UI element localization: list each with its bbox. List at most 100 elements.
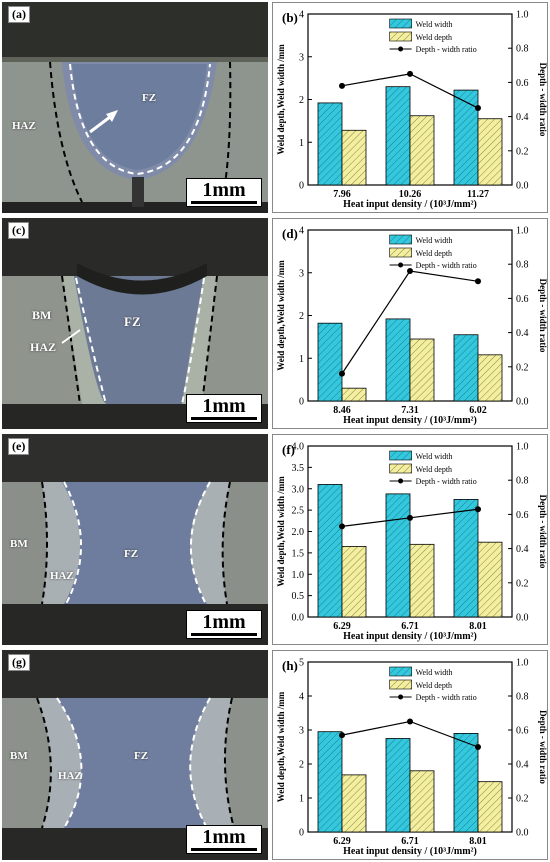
y-tick-label: 4: [299, 10, 304, 21]
region-label-haz: HAZ: [30, 340, 57, 354]
y-tick-label: 3: [299, 726, 304, 737]
ratio-point: [339, 732, 345, 739]
y-tick-label: 1.0: [292, 570, 305, 581]
region-label-fz: FZ: [142, 92, 157, 104]
y-axis-label: Weld depth,Weld width /mm: [276, 691, 286, 802]
bar-weld-depth: [477, 541, 503, 618]
y2-tick-label: 0.2: [516, 794, 529, 805]
y2-tick-label: 0.4: [516, 328, 529, 339]
bar-weld-width: [453, 733, 479, 833]
bar-weld-depth: [341, 546, 367, 618]
y-tick-label: 0.0: [292, 613, 305, 624]
bar-weld-depth: [477, 118, 503, 186]
legend-label-depth: Weld depth: [416, 249, 452, 258]
x-axis-label: Heat input density / (10³J/mm²): [343, 631, 477, 642]
panel-label: (e): [8, 438, 30, 455]
y-tick-label: 3.5: [292, 463, 305, 474]
bar-weld-depth: [409, 770, 435, 833]
legend-label-width: Weld width: [416, 20, 453, 29]
region-label-fz: FZ: [134, 750, 149, 762]
legend-label-width: Weld width: [416, 668, 453, 677]
micrograph-c: (c) BM HAZ FZ 1mm: [2, 218, 268, 429]
x-tick-label: 11.27: [467, 189, 489, 200]
figure-row-3: (e) BM HAZ FZ 1mm 0.0 0.5 1.0 1.5 2.0 2.5 3.0 3…: [0, 432, 550, 647]
legend-marker-ratio: [398, 262, 404, 268]
legend-swatch-depth: [389, 247, 412, 258]
y2-axis-label: Depth - width ratio: [538, 710, 548, 784]
y-axis-label: Weld depth,Weld width /mm: [276, 476, 286, 587]
micrograph-a: (a) HAZ FZ 1mm: [2, 2, 268, 213]
y2-tick-label: 0.6: [516, 294, 529, 305]
x-tick-label: 6.71: [401, 836, 419, 847]
chart-h: 0 1 2 3 4 5 0.0 0.2 0.4 0.6 0.8 1.0 6.29 6.71 8.01 Weld…: [272, 650, 548, 860]
x-axis-label: Heat input density / (10³J/mm²): [343, 415, 477, 426]
y2-axis-label: Depth - width ratio: [538, 495, 548, 569]
x-tick-label: 8.01: [469, 621, 487, 632]
y-tick-label: 2: [299, 760, 304, 771]
legend-label-ratio: Depth - width ratio: [416, 261, 477, 270]
y2-tick-label: 1.0: [516, 442, 529, 453]
y2-tick-label: 0.2: [516, 578, 529, 589]
scale-bar: 1mm: [186, 610, 262, 639]
y2-tick-label: 0.8: [516, 260, 529, 271]
ratio-point: [407, 268, 413, 275]
x-tick-label: 6.29: [333, 621, 351, 632]
bar-weld-width: [317, 484, 343, 618]
y2-tick-label: 0.8: [516, 692, 529, 703]
region-label-haz: HAZ: [12, 120, 36, 132]
ratio-point: [475, 105, 481, 112]
bar-weld-depth: [477, 354, 503, 402]
legend-marker-ratio: [398, 478, 404, 484]
y-tick-label: 2.5: [292, 506, 305, 517]
micrograph-g: (g) BM HAZ FZ 1mm: [2, 650, 268, 860]
bar-weld-width: [317, 322, 343, 402]
ratio-point: [339, 370, 345, 377]
y2-tick-label: 0.0: [516, 613, 529, 624]
region-label-bm: BM: [10, 538, 28, 550]
legend-swatch-depth: [389, 31, 412, 42]
scale-bar: 1mm: [186, 394, 262, 423]
bar-weld-width: [385, 738, 411, 833]
y-axis-label: Weld depth,Weld width /mm: [276, 44, 286, 155]
y-tick-label: 3.0: [292, 484, 305, 495]
bar-weld-depth: [341, 774, 367, 833]
y-tick-label: 2: [299, 95, 304, 106]
figure-row-1: (a) HAZ FZ 1mm 0 1 2 3 4 0.0 0.2 0.4 0.6 0.8 1.0 7.…: [0, 0, 550, 215]
legend-swatch-width: [389, 18, 412, 29]
bar-weld-depth: [341, 129, 367, 186]
y-tick-label: 2.0: [292, 527, 305, 538]
y-tick-label: 0: [299, 828, 304, 839]
bar-weld-depth: [409, 115, 435, 186]
ratio-point: [407, 70, 413, 77]
y-tick-label: 3: [299, 52, 304, 63]
bar-weld-width: [385, 318, 411, 402]
legend-label-depth: Weld depth: [416, 465, 452, 474]
legend-swatch-width: [389, 450, 412, 461]
region-label-haz: HAZ: [58, 770, 82, 782]
x-axis-label: Heat input density / (10³J/mm²): [343, 846, 477, 857]
ratio-point: [475, 278, 481, 285]
bar-weld-width: [317, 102, 343, 186]
legend-label-ratio: Depth - width ratio: [416, 477, 477, 486]
panel-label: (a): [8, 6, 30, 23]
x-tick-label: 6.71: [401, 621, 419, 632]
y2-tick-label: 0.0: [516, 828, 529, 839]
legend-label-ratio: Depth - width ratio: [416, 45, 477, 54]
x-tick-label: 8.46: [333, 405, 351, 416]
y2-axis-label: Depth - width ratio: [538, 279, 548, 353]
bar-weld-depth: [409, 543, 435, 618]
bar-weld-width: [385, 86, 411, 186]
y2-tick-label: 0.4: [516, 544, 529, 555]
y2-tick-label: 0.4: [516, 760, 529, 771]
y-tick-label: 4.0: [292, 442, 305, 453]
panel-label: (h): [282, 658, 298, 673]
micrograph-e: (e) BM HAZ FZ 1mm: [2, 434, 268, 645]
legend-swatch-width: [389, 666, 412, 677]
y-tick-label: 1: [299, 354, 304, 365]
panel-label: (g): [8, 654, 30, 671]
y-tick-label: 5: [299, 658, 304, 669]
scale-bar: 1mm: [186, 178, 262, 207]
x-tick-label: 10.26: [399, 189, 422, 200]
y2-tick-label: 0.0: [516, 181, 529, 192]
legend-swatch-depth: [389, 463, 412, 474]
